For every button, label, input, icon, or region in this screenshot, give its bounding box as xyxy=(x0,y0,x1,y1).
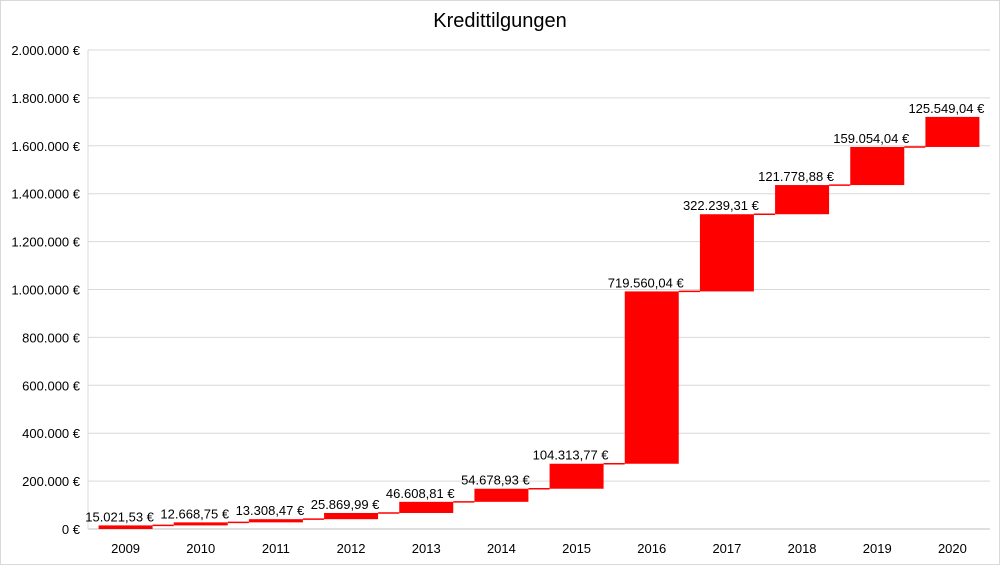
data-labels: 15.021,53 € 12.668,75 € 13.308,47 € 25.869,… xyxy=(85,101,985,524)
bar-2019 xyxy=(850,146,905,186)
bar-2017 xyxy=(699,214,754,292)
y-tick-label: 600.000 € xyxy=(22,378,81,393)
y-tick-label: 1.800.000 € xyxy=(11,91,80,106)
y-tick-label: 2.000.000 € xyxy=(11,43,80,58)
bar-2015 xyxy=(549,463,604,489)
y-tick-label: 400.000 € xyxy=(22,426,81,441)
x-tick-label: 2012 xyxy=(337,541,366,556)
y-axis: 0 € 200.000 € 400.000 € 600.000 € 800.000 € 1… xyxy=(11,43,80,537)
data-label: 322.239,31 € xyxy=(683,198,760,213)
data-label: 54.678,93 € xyxy=(461,473,530,488)
y-tick-label: 0 € xyxy=(62,522,81,537)
bars xyxy=(98,116,980,529)
data-label: 12.668,75 € xyxy=(160,506,229,521)
chart-title: Kredittilgungen xyxy=(433,10,566,32)
data-label: 719.560,04 € xyxy=(608,275,685,290)
bar-2020 xyxy=(925,116,980,147)
x-tick-label: 2019 xyxy=(863,541,892,556)
y-tick-label: 800.000 € xyxy=(22,330,81,345)
x-tick-label: 2017 xyxy=(712,541,741,556)
y-tick-label: 1.000.000 € xyxy=(11,283,80,298)
data-label: 13.308,47 € xyxy=(236,503,305,518)
y-tick-label: 1.400.000 € xyxy=(11,187,80,202)
x-axis: 2009 2010 2011 2012 2013 2014 2015 2016 2017 2018… xyxy=(111,541,967,556)
x-tick-label: 2016 xyxy=(637,541,666,556)
bar-2011 xyxy=(248,519,303,523)
data-label: 104.313,77 € xyxy=(533,448,610,463)
x-tick-label: 2015 xyxy=(562,541,591,556)
x-tick-label: 2011 xyxy=(262,541,290,556)
x-tick-label: 2014 xyxy=(487,541,516,556)
x-tick-label: 2009 xyxy=(111,541,140,556)
data-label: 15.021,53 € xyxy=(85,509,154,524)
y-tick-label: 200.000 € xyxy=(22,474,81,489)
x-tick-label: 2013 xyxy=(412,541,441,556)
data-label: 46.608,81 € xyxy=(386,486,455,501)
y-tick-label: 1.600.000 € xyxy=(11,139,80,154)
bar-2014 xyxy=(474,488,529,502)
data-label: 25.869,99 € xyxy=(311,497,380,512)
data-label: 159.054,04 € xyxy=(833,131,910,146)
data-label: 125.549,04 € xyxy=(908,101,985,116)
bar-2012 xyxy=(324,512,379,520)
x-tick-label: 2020 xyxy=(938,541,967,556)
data-label: 121.778,88 € xyxy=(758,169,835,184)
bar-2013 xyxy=(399,501,454,513)
gridlines xyxy=(87,49,990,530)
bar-2016 xyxy=(624,291,679,464)
y-tick-label: 1.200.000 € xyxy=(11,235,80,250)
bar-2018 xyxy=(775,185,830,215)
x-tick-label: 2010 xyxy=(186,541,215,556)
bar-2010 xyxy=(173,522,228,526)
x-tick-label: 2018 xyxy=(788,541,817,556)
bar-2009 xyxy=(98,525,153,529)
